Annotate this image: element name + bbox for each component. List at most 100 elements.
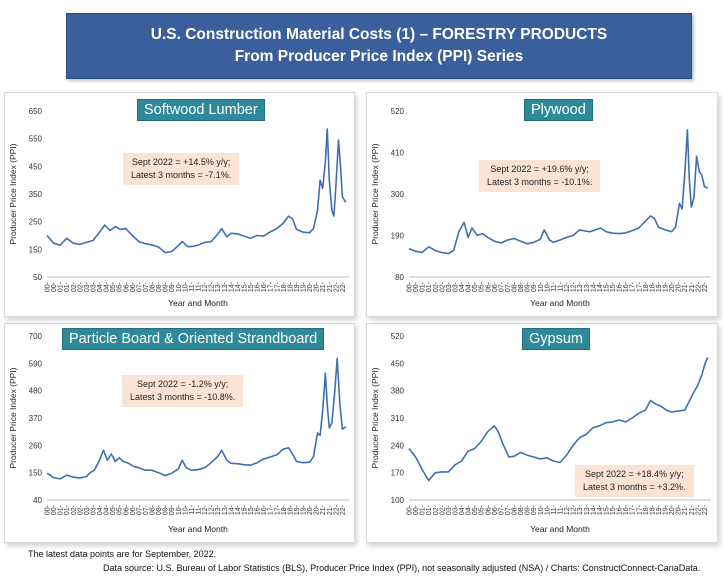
x-tick-label: 07- bbox=[498, 504, 505, 515]
x-tick-label: 07- bbox=[505, 504, 512, 515]
x-tick-label: 02- bbox=[433, 281, 440, 292]
x-tick-label: 08- bbox=[156, 281, 163, 292]
x-tick-label: 10- bbox=[538, 281, 545, 292]
x-tick-label: 09- bbox=[531, 281, 538, 292]
x-tick-label: 15- bbox=[241, 504, 248, 515]
x-tick-label: 00- bbox=[413, 504, 420, 515]
particle-board-title: Particle Board & Oriented Strandboard bbox=[62, 328, 325, 350]
x-tick-label: 00- bbox=[407, 281, 414, 292]
x-tick-label: 18- bbox=[281, 504, 288, 515]
x-tick-label: 21- bbox=[689, 281, 696, 292]
y-tick-label: 520 bbox=[391, 332, 405, 341]
x-tick-label: 22- bbox=[695, 281, 702, 292]
x-tick-label: 22- bbox=[702, 504, 709, 515]
x-tick-label: 22- bbox=[333, 281, 340, 292]
x-tick-label: 03- bbox=[452, 504, 459, 515]
x-tick-label: 10- bbox=[176, 504, 183, 515]
x-tick-label: 14- bbox=[597, 281, 604, 292]
x-tick-label: 07- bbox=[498, 281, 505, 292]
x-axis-title: Year and Month bbox=[530, 524, 590, 534]
x-tick-label: 03- bbox=[446, 281, 453, 292]
x-tick-label: 09- bbox=[531, 504, 538, 515]
plywood-annotation: Sept 2022 = +19.6% y/y; Latest 3 months … bbox=[479, 160, 601, 192]
x-tick-label: 14- bbox=[235, 281, 242, 292]
x-tick-label: 14- bbox=[235, 504, 242, 515]
x-tick-label: 16- bbox=[255, 504, 262, 515]
x-tick-label: 02- bbox=[433, 504, 440, 515]
x-tick-label: 07- bbox=[505, 281, 512, 292]
y-tick-label: 650 bbox=[29, 107, 43, 116]
plywood-panel: 80 190 300 410 520 00- 00- 01- 01- 02- 02- 03- 03- 04… bbox=[366, 92, 718, 317]
x-tick-label: 11- bbox=[558, 281, 565, 291]
series-line bbox=[46, 357, 347, 480]
x-tick-label: 11- bbox=[551, 504, 558, 514]
x-tick-label: 12- bbox=[202, 281, 209, 292]
x-tick-label: 02- bbox=[439, 504, 446, 515]
x-tick-label: 16- bbox=[261, 281, 268, 292]
gypsum-annotation: Sept 2022 = +18.4% y/y; Latest 3 months … bbox=[575, 465, 694, 497]
x-tick-label: 01- bbox=[426, 281, 433, 292]
x-tick-label: 00- bbox=[51, 504, 58, 515]
y-tick-label: 520 bbox=[391, 107, 405, 116]
y-tick-label: 40 bbox=[33, 496, 42, 505]
y-tick-label: 300 bbox=[391, 190, 405, 199]
series-line bbox=[408, 129, 709, 255]
y-axis-title: Producer Price Index (PPI) bbox=[8, 143, 18, 244]
y-axis-title: Producer Price Index (PPI) bbox=[370, 143, 380, 244]
x-tick-label: 18- bbox=[281, 281, 288, 292]
x-tick-label: 12- bbox=[571, 281, 578, 292]
y-axis-title: Producer Price Index (PPI) bbox=[370, 367, 380, 468]
x-tick-label: 18- bbox=[649, 281, 656, 292]
annotation-line-2: Latest 3 months = +3.2%. bbox=[583, 482, 686, 492]
y-tick-label: 190 bbox=[391, 232, 405, 241]
x-tick-label: 13- bbox=[222, 281, 229, 292]
x-tick-label: 18- bbox=[649, 504, 656, 515]
x-tick-label: 07- bbox=[143, 281, 150, 292]
x-tick-label: 21- bbox=[327, 281, 334, 292]
x-tick-label: 00- bbox=[45, 504, 52, 515]
x-axis-title: Year and Month bbox=[168, 298, 228, 308]
y-tick-label: 50 bbox=[33, 273, 42, 282]
x-tick-label: 06- bbox=[485, 504, 492, 515]
y-tick-label: 310 bbox=[391, 414, 405, 423]
x-tick-label: 11- bbox=[189, 281, 196, 291]
annotation-line-1: Sept 2022 = +18.4% y/y; bbox=[585, 469, 684, 479]
x-tick-label: 09- bbox=[525, 281, 532, 292]
x-tick-label: 17- bbox=[636, 504, 643, 515]
x-tick-label: 17- bbox=[274, 504, 281, 515]
x-tick-label: 15- bbox=[610, 504, 617, 515]
x-tick-label: 14- bbox=[228, 281, 235, 292]
x-tick-label: 09- bbox=[525, 504, 532, 515]
x-tick-label: 16- bbox=[255, 281, 262, 292]
x-tick-label: 08- bbox=[518, 504, 525, 515]
y-tick-label: 100 bbox=[391, 496, 405, 505]
x-tick-label: 07- bbox=[143, 504, 150, 515]
x-tick-label: 13- bbox=[584, 504, 591, 515]
x-tick-label: 14- bbox=[597, 504, 604, 515]
x-axis-title: Year and Month bbox=[168, 524, 228, 534]
annotation-line-1: Sept 2022 = +19.6% y/y; bbox=[490, 164, 589, 174]
footer-latest-note: The latest data points are for September… bbox=[28, 549, 217, 559]
x-tick-label: 12- bbox=[209, 281, 216, 292]
x-tick-label: 12- bbox=[571, 504, 578, 515]
x-tick-label: 22- bbox=[695, 504, 702, 515]
x-tick-label: 01- bbox=[58, 504, 65, 515]
x-tick-label: 20- bbox=[669, 281, 676, 292]
series-line bbox=[408, 357, 709, 482]
y-tick-label: 250 bbox=[29, 218, 43, 227]
y-tick-label: 700 bbox=[29, 332, 43, 341]
x-tick-label: 15- bbox=[603, 281, 610, 292]
x-tick-label: 02- bbox=[71, 504, 78, 515]
x-tick-label: 06- bbox=[492, 281, 499, 292]
x-tick-label: 21- bbox=[682, 504, 689, 515]
x-tick-label: 09- bbox=[163, 281, 170, 292]
series-line bbox=[46, 128, 347, 254]
x-tick-label: 20- bbox=[676, 281, 683, 292]
x-tick-label: 21- bbox=[682, 281, 689, 292]
x-tick-label: 11- bbox=[558, 504, 565, 514]
x-tick-label: 22- bbox=[333, 504, 340, 515]
x-tick-label: 20- bbox=[314, 504, 321, 515]
x-tick-label: 17- bbox=[630, 504, 637, 515]
